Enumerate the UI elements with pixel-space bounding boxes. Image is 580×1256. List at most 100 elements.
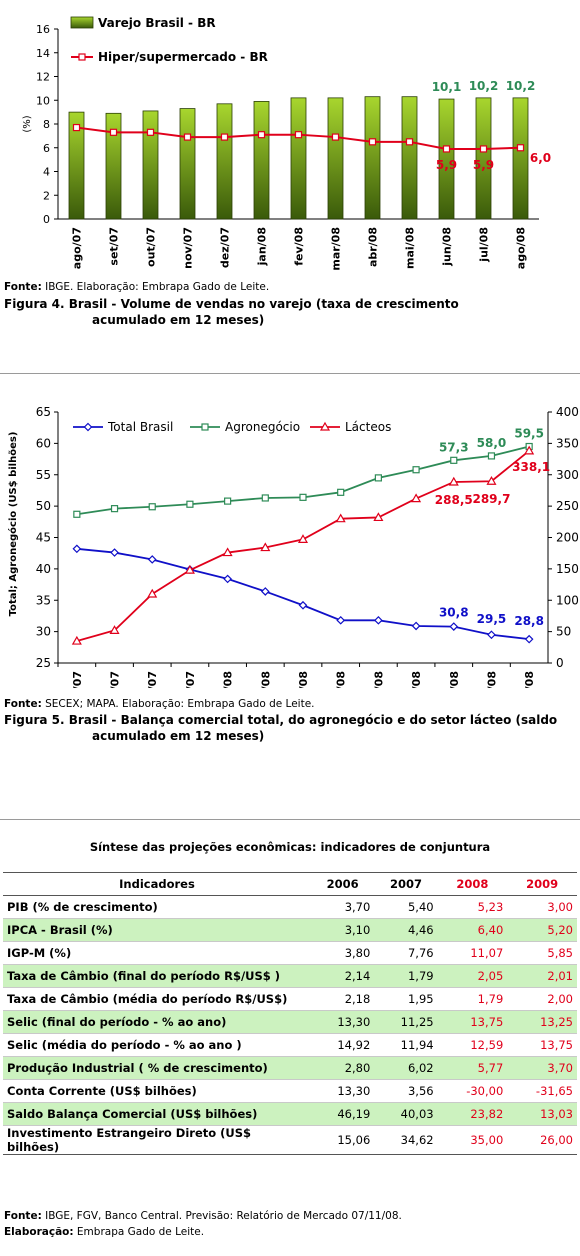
indicator-value: 7,76 [374,941,438,965]
x-tick-label: jul/08 [448,671,461,688]
series-marker [336,615,346,625]
figure-4-caption: Figura 4. Brasil - Volume de vendas no v… [4,296,459,328]
indicator-value: 2,00 [507,987,577,1011]
indicator-value: 5,23 [437,895,508,919]
x-tick-label: ago/08 [485,671,498,688]
indicator-value: 2,05 [437,964,508,988]
legend-label-varejo: Varejo Brasil - BR [98,16,216,30]
indicator-value: 1,79 [437,987,508,1011]
y-axis-label-left: Total; Agronegócio (US$ bilhões) [7,432,19,617]
series-marker [524,445,535,455]
y-tick-label: 8 [43,118,50,131]
indicator-value: 23,82 [437,1102,508,1126]
line-marker [331,133,340,141]
series-marker [335,513,346,523]
indicator-name: IGP-M (%) [3,941,311,965]
bar [105,112,122,220]
x-tick-label: nov/07 [182,227,195,269]
indicator-value: 14,92 [311,1033,375,1057]
table-title: Síntese das projeções econômicas: indica… [89,840,491,854]
series-data-label: 288,5 [435,493,473,507]
legend-swatch-varejo [70,16,94,29]
indicator-value: 1,95 [374,987,438,1011]
bar [290,97,307,220]
line-marker [220,133,229,141]
x-tick-label: set/07 [108,227,121,266]
separator-1 [0,373,580,374]
indicator-value: 3,80 [311,941,375,965]
y-tick-label-left: 55 [36,468,51,482]
indicator-name: Conta Corrente (US$ bilhões) [3,1079,311,1103]
series-marker [71,635,82,645]
line-marker [294,131,303,139]
series-marker [260,542,271,552]
indicator-value: 3,10 [311,918,375,942]
x-tick-label: ago/08 [515,227,528,269]
series-marker [373,512,384,522]
series-marker [147,588,158,598]
indicator-value: 13,30 [311,1010,375,1034]
bar [475,97,492,220]
series-marker [148,503,156,511]
series-marker [223,574,232,584]
indicator-value: 5,20 [507,918,577,942]
line-data-label: 5,9 [473,158,494,172]
series-marker [186,500,194,508]
line-marker [479,145,488,153]
x-tick-label: jan/08 [256,227,269,266]
bar [253,101,270,220]
indicator-value: 3,70 [507,1056,577,1080]
indicator-value: 34,62 [374,1125,438,1155]
y-tick-label: 12 [36,71,50,84]
table-elab-label: Elaboração: [4,1226,74,1238]
series-marker [487,630,496,640]
table-row: Investimento Estrangeiro Direto (US$ bil… [3,1125,577,1155]
indicator-value: 13,75 [437,1010,508,1034]
y-tick-label-right: 400 [556,405,579,419]
series-marker [260,587,270,596]
line-data-label: 5,9 [436,158,457,172]
series-line-0 [76,547,530,641]
line-marker [146,128,155,136]
legend-marker-2 [319,421,331,431]
indicator-value: 13,03 [507,1102,577,1126]
table-row: Saldo Balança Comercial (US$ bilhões) 46,… [3,1102,577,1126]
indicator-name: Saldo Balança Comercial (US$ bilhões) [3,1102,311,1126]
indicator-value: 12,59 [437,1033,508,1057]
indicator-value: -31,65 [507,1079,577,1103]
indicator-value: 13,75 [507,1033,577,1057]
bar [401,96,418,220]
figure-4-source-label: Fonte: [4,281,42,293]
x-tick-label: jul/08 [478,227,491,263]
indicator-value: 3,56 [374,1079,438,1103]
indicator-value: 13,25 [507,1010,577,1034]
line-marker [109,128,118,136]
legend-label-0: Total Brasil [107,420,173,434]
y-tick-label: 16 [36,23,50,36]
indicator-value: 3,00 [507,895,577,919]
series-marker [222,547,233,557]
header-2008: 2008 [437,872,508,896]
x-tick-label: mar/08 [330,227,343,271]
series-marker [411,621,421,631]
indicator-value: 40,03 [374,1102,438,1126]
series-marker [487,452,496,460]
series-marker [450,456,458,464]
table-header-row: Indicadores 2006 2007 2008 2009 [3,872,577,896]
line-marker [72,123,81,132]
indicator-value: 5,77 [437,1056,508,1080]
indicator-value: 2,18 [311,987,375,1011]
indicator-value: 6,02 [374,1056,438,1080]
header-indicadores: Indicadores [3,872,311,896]
x-tick-label: mai/08 [404,227,417,269]
y-tick-label: 6 [43,142,50,155]
y-tick-label-left: 25 [36,656,51,670]
y-tick-label-left: 40 [36,562,51,576]
y-tick-label-left: 45 [36,531,51,545]
y-tick-label: 10 [36,94,50,107]
header-2006: 2006 [311,872,375,896]
series-data-label: 58,0 [477,436,507,450]
figure-4-caption-line2: acumulado em 12 meses) [92,313,265,327]
x-tick-label: set/07 [71,671,84,688]
indicator-value: -30,00 [437,1079,508,1103]
